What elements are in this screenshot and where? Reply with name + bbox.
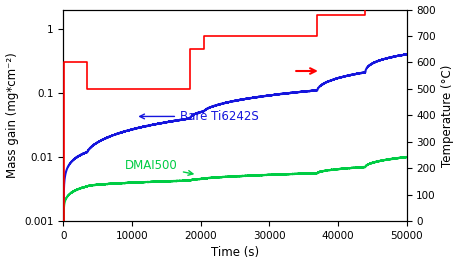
Y-axis label: Temperature (°C): Temperature (°C) xyxy=(441,64,453,166)
Y-axis label: Mass gain (mg*cm⁻²): Mass gain (mg*cm⁻²) xyxy=(6,52,18,178)
Text: Bare Ti6242S: Bare Ti6242S xyxy=(140,110,258,123)
X-axis label: Time (s): Time (s) xyxy=(210,246,258,259)
Text: DMAI500: DMAI500 xyxy=(125,159,192,175)
